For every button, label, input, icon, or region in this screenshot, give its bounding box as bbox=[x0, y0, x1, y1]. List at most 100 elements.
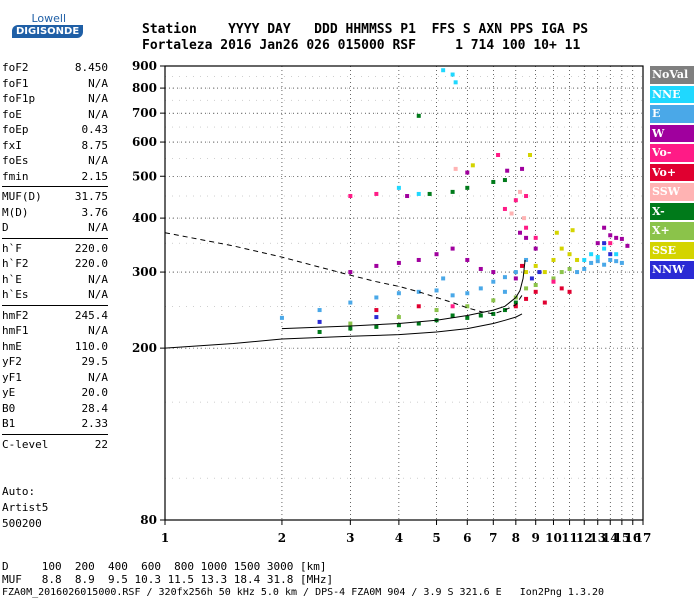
param-name: foEs bbox=[2, 154, 29, 167]
data-point bbox=[567, 266, 572, 271]
param-value: 20.0 bbox=[81, 386, 109, 399]
data-point bbox=[595, 241, 600, 246]
data-point bbox=[502, 289, 507, 294]
y-tick-label: 900 bbox=[132, 59, 157, 73]
param-row: fmin 2.15 bbox=[2, 169, 108, 185]
data-point bbox=[450, 72, 455, 77]
data-point bbox=[509, 211, 514, 216]
data-point bbox=[513, 300, 518, 305]
data-point bbox=[567, 252, 572, 257]
data-point bbox=[608, 252, 613, 257]
data-point bbox=[396, 185, 401, 190]
data-point bbox=[450, 246, 455, 251]
data-point bbox=[441, 276, 446, 281]
y-tick-label: 500 bbox=[132, 169, 157, 183]
data-point bbox=[465, 304, 470, 309]
data-point bbox=[450, 293, 455, 298]
data-point bbox=[533, 235, 538, 240]
data-point bbox=[453, 166, 458, 171]
param-name: h`F2 bbox=[2, 257, 29, 270]
data-point bbox=[396, 260, 401, 265]
param-row: yF2 29.5 bbox=[2, 354, 108, 370]
data-point bbox=[374, 295, 379, 300]
data-point bbox=[520, 263, 525, 268]
legend-item: Vo- bbox=[650, 144, 694, 162]
data-point bbox=[374, 191, 379, 196]
param-name: foF1p bbox=[2, 92, 36, 105]
data-point bbox=[405, 194, 410, 199]
param-row: foF1p N/A bbox=[2, 91, 108, 107]
data-point bbox=[589, 252, 594, 257]
y-tick-label: 200 bbox=[132, 341, 157, 355]
x-tick-label: 9 bbox=[532, 531, 540, 545]
data-point bbox=[478, 286, 483, 291]
param-row: hmF2 245.4 bbox=[2, 308, 108, 324]
x-tick-label: 16 bbox=[624, 531, 641, 545]
legend-item: NoVal bbox=[650, 66, 694, 84]
param-value: 220.0 bbox=[74, 257, 108, 270]
legend-item: Vo+ bbox=[650, 163, 694, 181]
data-point bbox=[374, 308, 379, 313]
param-row: C-level 22 bbox=[2, 437, 108, 453]
param-name: h`E bbox=[2, 272, 22, 286]
data-point bbox=[374, 324, 379, 329]
param-name: hmF1 bbox=[2, 324, 29, 337]
data-point bbox=[348, 270, 353, 275]
param-name: fmin bbox=[2, 169, 29, 183]
data-point bbox=[450, 313, 455, 318]
param-name: MUF(D) bbox=[2, 190, 42, 203]
data-point bbox=[502, 206, 507, 211]
param-row: B1 2.33 bbox=[2, 416, 108, 432]
x-tick-label: 5 bbox=[432, 531, 440, 545]
param-divider bbox=[2, 186, 108, 187]
data-point bbox=[396, 291, 401, 296]
data-point bbox=[465, 257, 470, 262]
data-point bbox=[470, 163, 475, 168]
param-name: yF1 bbox=[2, 370, 22, 384]
data-point bbox=[524, 194, 529, 199]
param-row: yF1 N/A bbox=[2, 370, 108, 386]
param-row: foEs N/A bbox=[2, 153, 108, 169]
data-point bbox=[502, 178, 507, 183]
data-point bbox=[502, 308, 507, 313]
data-point bbox=[533, 263, 538, 268]
x-tick-label: 7 bbox=[489, 531, 497, 545]
data-point bbox=[491, 311, 496, 316]
data-point bbox=[441, 68, 446, 73]
param-value: 0.43 bbox=[81, 123, 109, 136]
data-point bbox=[554, 230, 559, 235]
data-point bbox=[551, 257, 556, 262]
param-row: B0 28.4 bbox=[2, 401, 108, 417]
data-point bbox=[595, 255, 600, 260]
x-tick-label: 1 bbox=[161, 531, 169, 545]
logo-digisonde: DIGISONDE bbox=[12, 25, 84, 38]
data-point bbox=[513, 304, 518, 309]
logo-lowell: Lowell bbox=[31, 12, 66, 25]
param-name: h`F bbox=[2, 241, 22, 255]
param-name: foF2 bbox=[2, 61, 29, 74]
data-point bbox=[491, 298, 496, 303]
data-point bbox=[582, 266, 587, 271]
data-point bbox=[416, 113, 421, 118]
param-value: N/A bbox=[88, 324, 108, 337]
data-point bbox=[517, 189, 522, 194]
data-point bbox=[434, 252, 439, 257]
x-tick-label: 6 bbox=[463, 531, 471, 545]
data-point bbox=[529, 276, 534, 281]
data-point bbox=[416, 321, 421, 326]
param-row: yE 20.0 bbox=[2, 385, 108, 401]
param-value: 110.0 bbox=[74, 339, 108, 353]
data-point bbox=[348, 326, 353, 331]
param-name: D bbox=[2, 221, 9, 234]
data-point bbox=[527, 152, 532, 157]
x-tick-label: 4 bbox=[395, 531, 403, 545]
param-name: hmE bbox=[2, 339, 22, 353]
data-point bbox=[491, 179, 496, 184]
data-point bbox=[602, 246, 607, 251]
data-point bbox=[396, 323, 401, 328]
footer-distance: D 100 200 400 600 800 1000 1500 3000 [km… bbox=[2, 560, 327, 573]
param-row: foEp 0.43 bbox=[2, 122, 108, 138]
data-point bbox=[608, 233, 613, 238]
data-point bbox=[602, 225, 607, 230]
